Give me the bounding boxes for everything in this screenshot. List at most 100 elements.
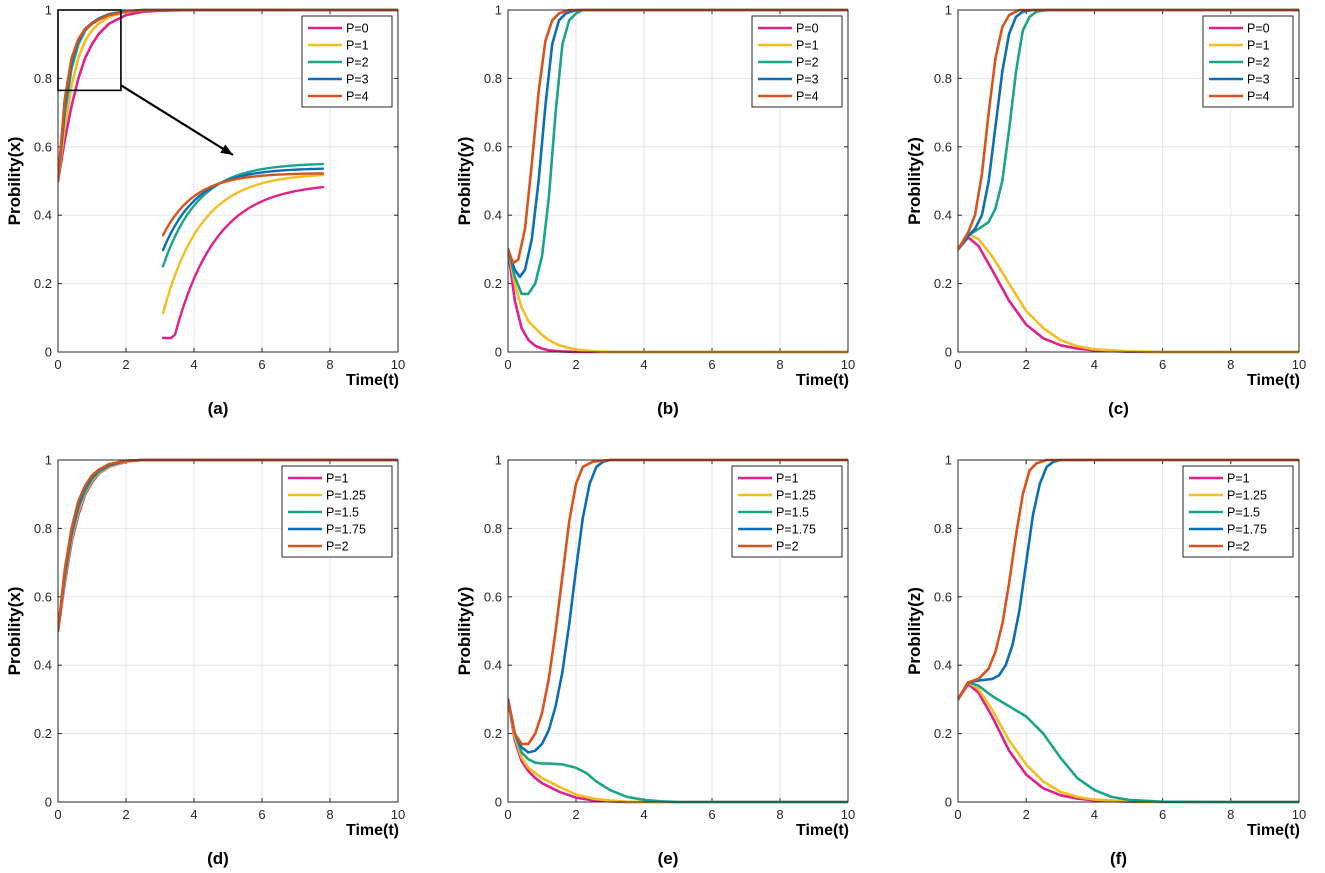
y-tick-label: 0.8 (484, 521, 502, 536)
x-tick-label: 6 (708, 357, 715, 372)
legend: P=0 P=1 P=2 P=3 P=4 (1202, 15, 1294, 108)
legend: P=0 P=1 P=2 P=3 P=4 (301, 15, 393, 108)
x-axis-label: Time(t) (346, 822, 399, 839)
legend-label: P=1.5 (1227, 506, 1260, 520)
chart-panel-e: 0 2 4 6 8 10 0 0.2 0.4 0.6 0.8 1 P=1 P=1.25 P=1.5 P=1.7… (455, 453, 855, 869)
x-tick-label: 0 (504, 357, 511, 372)
inset-line-p-0 (161, 186, 325, 340)
y-tick-label: 1 (45, 3, 52, 18)
chart-panel-b: 0 2 4 6 8 10 0 0.2 0.4 0.6 0.8 1 P=0 P=1 P=2 P=3 P=4 Time… (455, 3, 855, 419)
y-tick-label: 0.4 (34, 658, 52, 673)
legend-label: P=2 (796, 56, 819, 70)
axes-box (957, 459, 1300, 803)
x-tick-label: 2 (572, 807, 579, 822)
y-tick-label: 0.8 (934, 71, 952, 86)
y-tick-label: 0 (945, 795, 952, 810)
legend-label: P=1.5 (776, 506, 809, 520)
y-tick-label: 0.4 (484, 658, 502, 673)
legend-label: P=4 (796, 90, 819, 104)
y-tick-label: 0.6 (934, 589, 952, 604)
panel-caption: (d) (207, 849, 229, 868)
y-axis-label: Probility(z) (905, 137, 924, 225)
y-axis-label: Probility(z) (905, 587, 924, 675)
x-tick-label: 6 (1159, 807, 1166, 822)
y-tick-label: 0.8 (484, 71, 502, 86)
y-tick-label: 0 (45, 795, 52, 810)
inset-line-p-1 (161, 173, 325, 315)
y-tick-label: 0.4 (934, 208, 952, 223)
y-tick-label: 0.4 (934, 658, 952, 673)
x-axis-label: Time(t) (796, 822, 849, 839)
inset-line-p-2 (161, 162, 325, 268)
y-tick-label: 0.2 (484, 276, 502, 291)
x-tick-label: 6 (708, 807, 715, 822)
x-tick-label: 8 (1227, 357, 1234, 372)
chart-panel-d: 0 2 4 6 8 10 0 0.2 0.4 0.6 0.8 1 P=1 P=1.25 P=1.5 P=1.7… (5, 453, 405, 869)
y-tick-label: 0.2 (934, 726, 952, 741)
zoom-arrowhead (220, 144, 233, 155)
x-axis-label: Time(t) (796, 372, 849, 389)
series-line-p-1-5 (958, 681, 1299, 804)
legend-label: P=1 (326, 472, 349, 486)
legend-label: P=2 (326, 540, 349, 554)
x-tick-label: 2 (1023, 357, 1030, 372)
x-tick-label: 8 (326, 807, 333, 822)
y-tick-label: 0.4 (34, 208, 52, 223)
legend-label: P=1 (346, 39, 369, 53)
legend-label: P=3 (1247, 73, 1270, 87)
legend-label: P=2 (776, 540, 799, 554)
x-tick-label: 10 (391, 807, 405, 822)
x-tick-label: 8 (776, 357, 783, 372)
y-tick-label: 1 (495, 3, 502, 18)
x-tick-label: 8 (1227, 807, 1234, 822)
y-axis-label: Probility(x) (5, 587, 24, 676)
y-tick-label: 0.8 (34, 521, 52, 536)
x-tick-label: 6 (258, 807, 265, 822)
legend-label: P=4 (1247, 90, 1270, 104)
x-axis-label: Time(t) (1247, 372, 1300, 389)
legend-label: P=3 (796, 73, 819, 87)
x-tick-label: 6 (258, 357, 265, 372)
legend-label: P=1.75 (776, 523, 816, 537)
x-tick-label: 4 (190, 357, 197, 372)
legend-label: P=1 (796, 39, 819, 53)
x-tick-label: 0 (954, 357, 961, 372)
legend-label: P=1.25 (776, 489, 816, 503)
legend-label: P=1.75 (326, 523, 366, 537)
y-tick-label: 0.2 (34, 276, 52, 291)
panel-caption: (a) (208, 399, 229, 418)
chart-panel-f: 0 2 4 6 8 10 0 0.2 0.4 0.6 0.8 1 P=1 P=1.25 P=1.5 P=1.7… (905, 453, 1306, 869)
legend: P=1 P=1.25 P=1.5 P=1.75 P=2 (1182, 465, 1294, 558)
x-tick-label: 10 (391, 357, 405, 372)
x-tick-label: 4 (640, 357, 647, 372)
y-tick-label: 0.6 (934, 139, 952, 154)
x-tick-label: 0 (54, 357, 61, 372)
inset-line-p-3 (161, 167, 325, 252)
x-axis-label: Time(t) (1247, 822, 1300, 839)
y-tick-label: 0.6 (484, 589, 502, 604)
y-axis-label: Probility(x) (5, 137, 24, 226)
legend-label: P=0 (796, 22, 819, 36)
x-tick-label: 0 (504, 807, 511, 822)
y-tick-label: 0.2 (34, 726, 52, 741)
x-tick-label: 2 (122, 357, 129, 372)
y-axis-label: Probility(y) (455, 137, 474, 226)
y-tick-label: 0 (945, 345, 952, 360)
legend-label: P=1.25 (326, 489, 366, 503)
legend: P=0 P=1 P=2 P=3 P=4 (751, 15, 843, 108)
axes-box (507, 9, 849, 353)
panel-caption: (c) (1108, 399, 1129, 418)
y-tick-label: 0 (495, 795, 502, 810)
axes-box (507, 459, 849, 803)
axes-box (957, 9, 1300, 353)
legend-label: P=3 (346, 73, 369, 87)
legend-label: P=1.5 (326, 506, 359, 520)
x-tick-label: 10 (841, 357, 855, 372)
x-tick-label: 4 (190, 807, 197, 822)
y-tick-label: 0 (45, 345, 52, 360)
panel-caption: (b) (657, 399, 679, 418)
x-tick-label: 4 (1091, 357, 1098, 372)
x-tick-label: 2 (572, 357, 579, 372)
x-tick-label: 10 (841, 807, 855, 822)
y-tick-label: 1 (945, 453, 952, 468)
